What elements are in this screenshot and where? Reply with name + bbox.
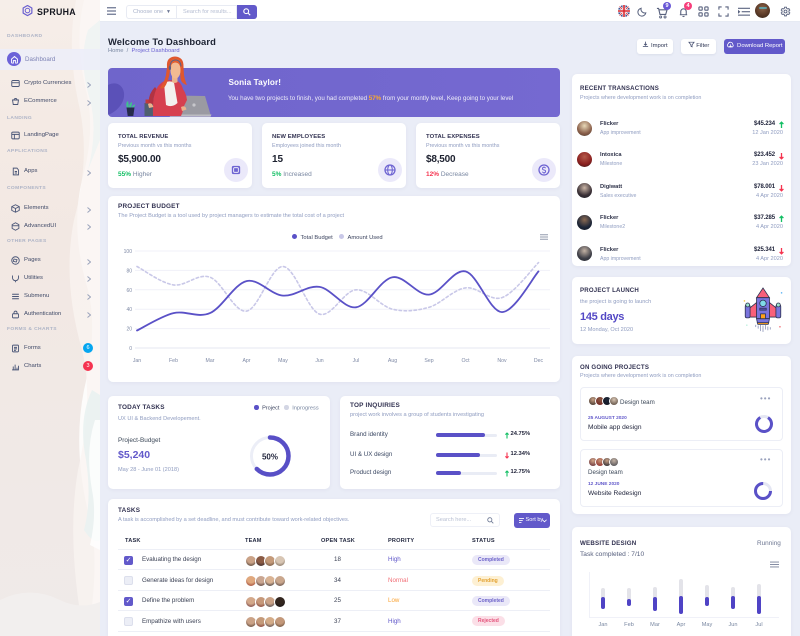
svg-text:Apr: Apr: [242, 358, 250, 364]
svg-text:Oct: Oct: [461, 358, 470, 364]
svg-text:Sep: Sep: [424, 358, 433, 364]
svg-text:May: May: [278, 358, 288, 364]
svg-text:Feb: Feb: [169, 358, 178, 364]
svg-text:Mar: Mar: [206, 358, 215, 364]
svg-text:100: 100: [124, 249, 133, 255]
svg-text:Jan: Jan: [133, 358, 141, 364]
svg-text:40: 40: [126, 307, 132, 313]
svg-text:Dec: Dec: [534, 358, 544, 364]
svg-text:20: 20: [126, 327, 132, 333]
svg-text:Nov: Nov: [497, 358, 507, 364]
svg-text:50%: 50%: [262, 453, 278, 462]
svg-text:Jun: Jun: [315, 358, 323, 364]
svg-text:80: 80: [126, 268, 132, 274]
svg-text:Jul: Jul: [353, 358, 360, 364]
svg-text:60: 60: [126, 288, 132, 294]
svg-text:Aug: Aug: [388, 358, 397, 364]
svg-text:0: 0: [129, 346, 132, 352]
